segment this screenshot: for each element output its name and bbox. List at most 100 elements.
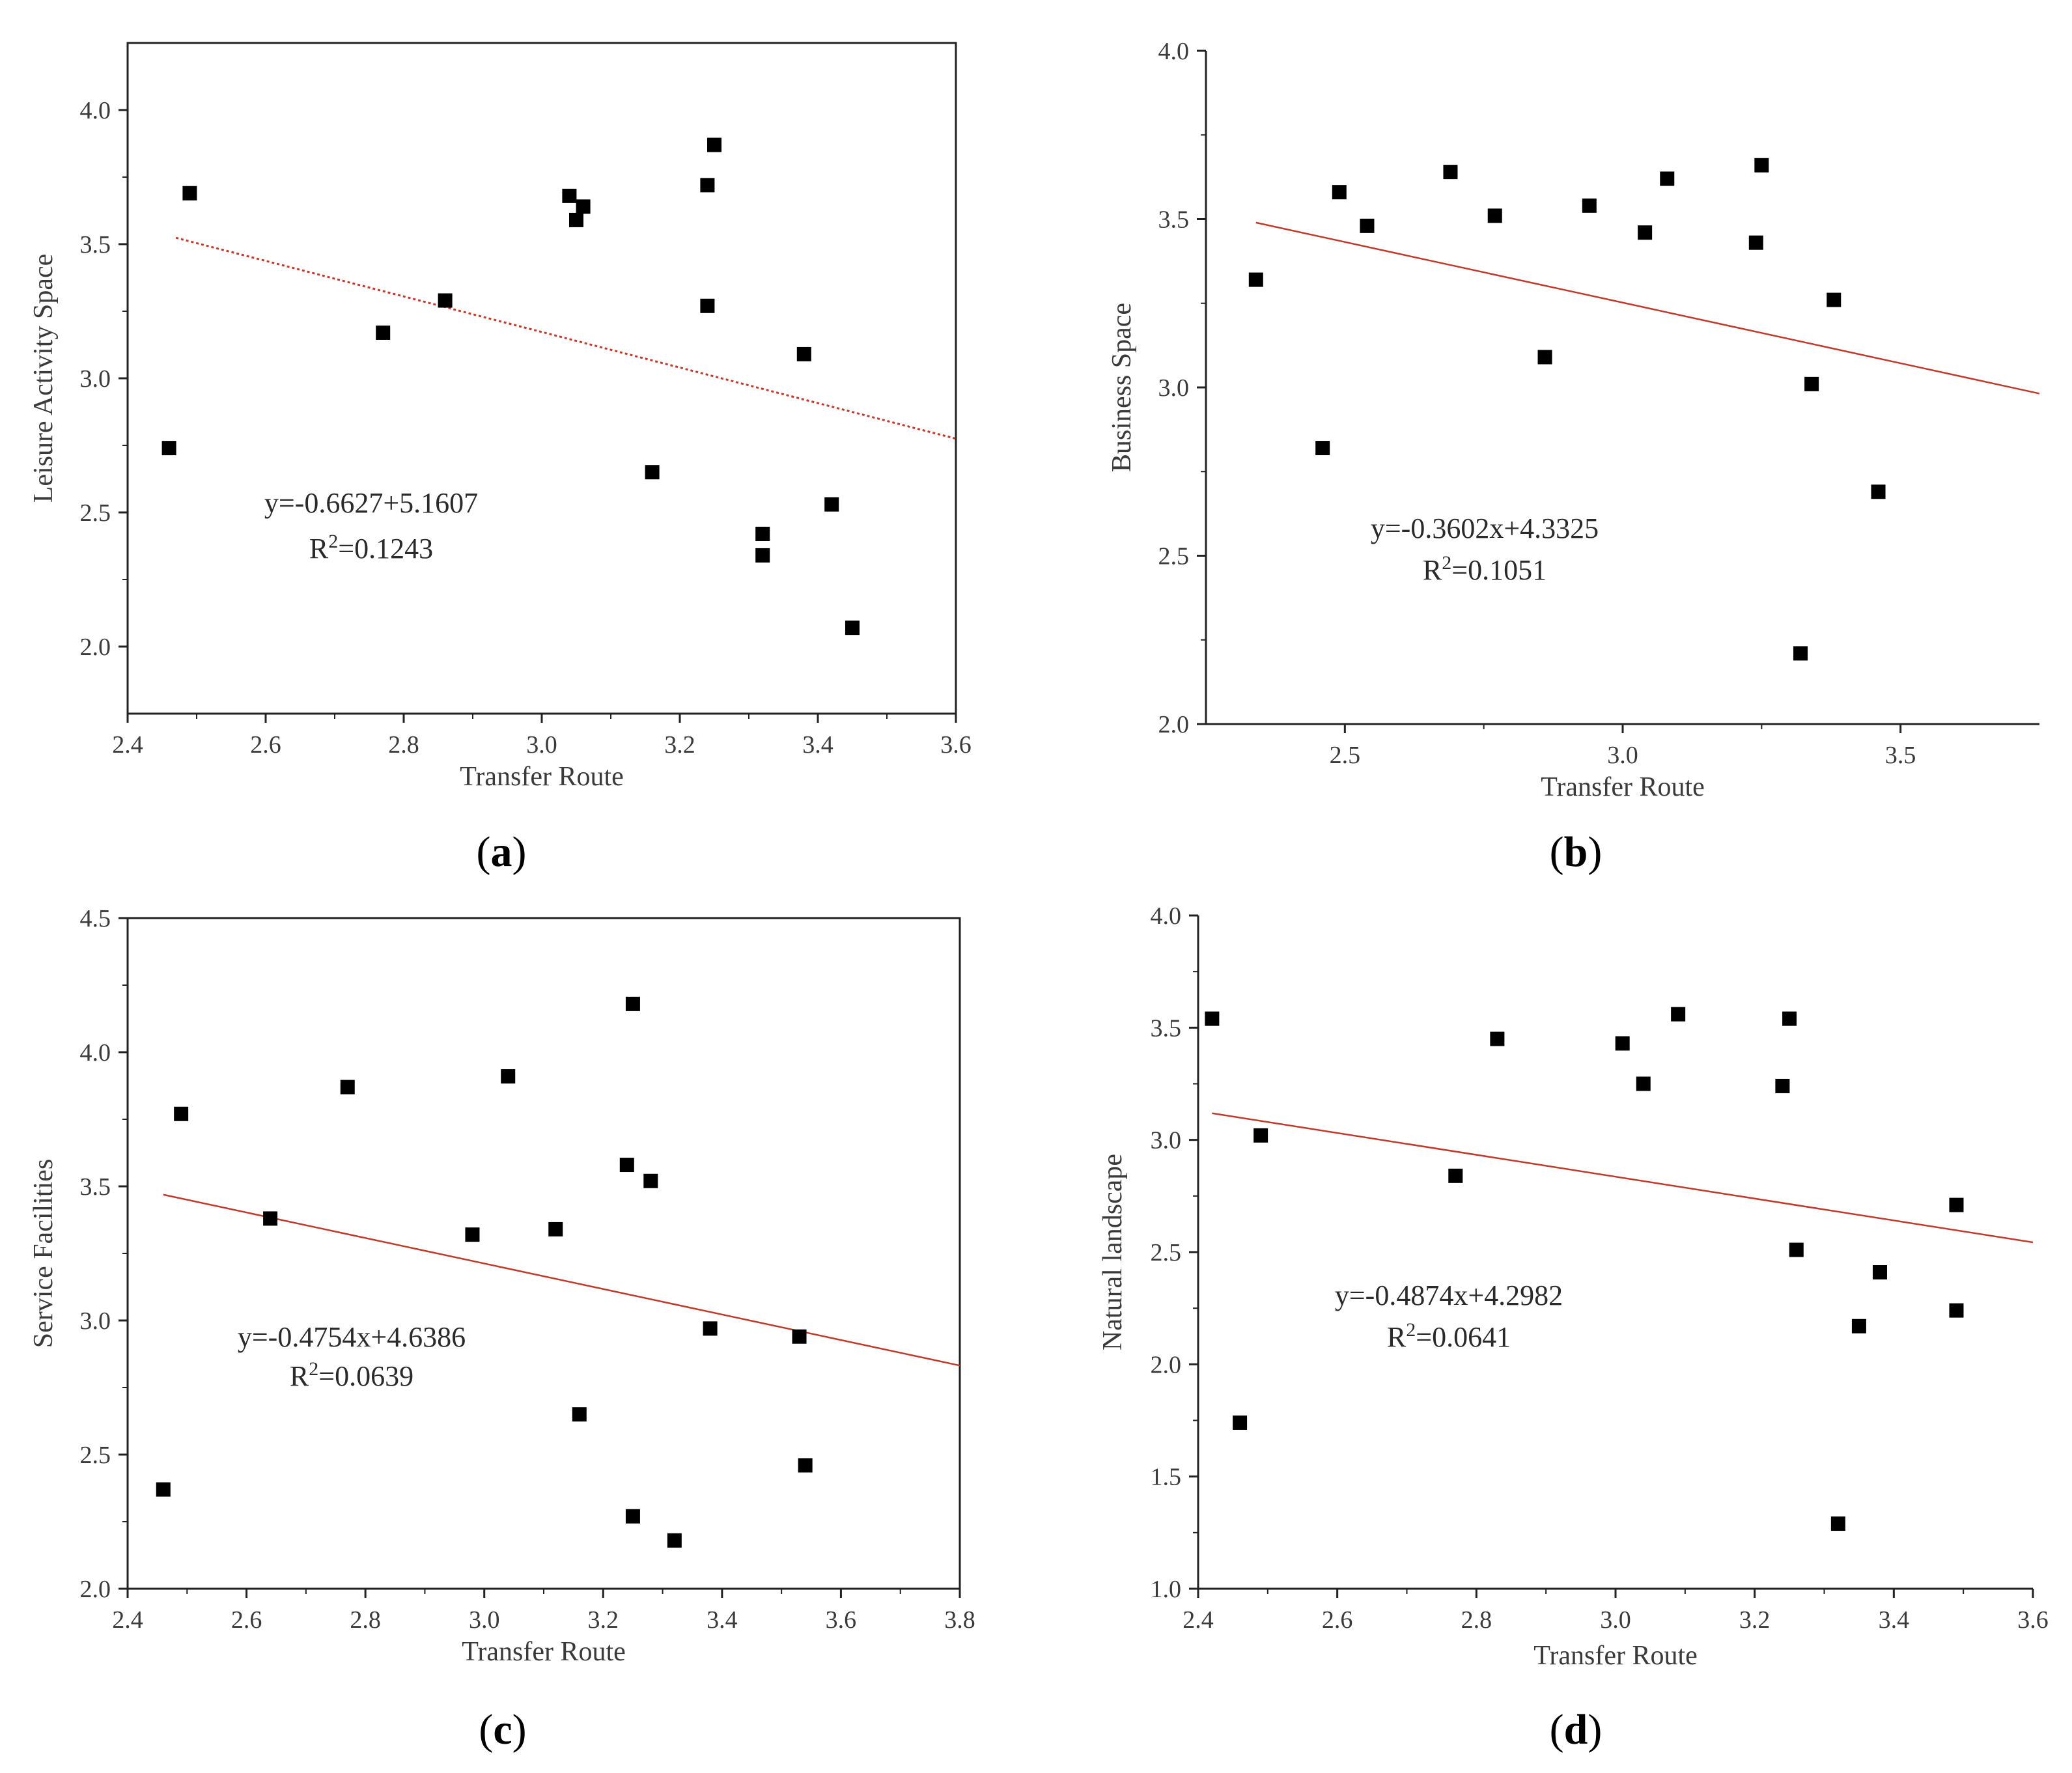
- data-point: [1872, 1265, 1887, 1280]
- data-point: [1315, 441, 1330, 456]
- data-point: [182, 186, 197, 201]
- y-tick-label: 2.0: [80, 1576, 111, 1603]
- x-tick-label: 2.6: [231, 1606, 262, 1634]
- r-squared-prefix: R: [290, 1360, 309, 1392]
- data-point: [1782, 1011, 1797, 1026]
- r-squared-value: =0.1051: [1451, 554, 1547, 586]
- regression-equation: y=-0.6627+5.1607: [264, 487, 478, 519]
- x-tick-label: 2.4: [112, 1606, 143, 1634]
- y-tick-label: 3.5: [1151, 1014, 1182, 1042]
- data-point: [1638, 225, 1653, 240]
- r-squared-value: =0.0639: [318, 1360, 413, 1392]
- y-tick-label: 4.0: [80, 1039, 111, 1067]
- r-squared: R2=0.0641: [1387, 1319, 1511, 1353]
- data-point: [501, 1069, 516, 1084]
- regression-line: [1255, 221, 2040, 395]
- data-point: [1615, 1036, 1630, 1051]
- data-point: [1775, 1078, 1790, 1093]
- data-point: [1253, 1128, 1268, 1143]
- x-tick-label: 3.4: [802, 731, 833, 759]
- y-axis-label: Business Space: [1107, 303, 1137, 472]
- x-tick-label: 3.6: [826, 1606, 857, 1634]
- x-tick-label: 2.5: [1330, 742, 1361, 769]
- x-tick-label: 2.4: [112, 731, 143, 759]
- data-point: [1233, 1415, 1248, 1430]
- data-point: [576, 199, 591, 214]
- data-point: [1804, 376, 1819, 391]
- data-point: [700, 178, 715, 193]
- regression-equation: y=-0.4874x+4.2982: [1335, 1279, 1563, 1311]
- r-squared-superscript: 2: [1406, 1319, 1416, 1341]
- plot-frame: [126, 917, 961, 1590]
- data-point: [796, 346, 811, 361]
- panel-label: (d): [1550, 1706, 1603, 1753]
- data-point: [700, 298, 715, 313]
- data-point: [438, 293, 453, 308]
- y-tick-label: 4.0: [80, 97, 111, 124]
- panel-label-open: (: [477, 828, 491, 876]
- x-tick-label: 3.2: [664, 731, 695, 759]
- r-squared-prefix: R: [1423, 554, 1442, 586]
- panel-label-close: ): [512, 1706, 527, 1753]
- y-tick-label: 3.0: [80, 365, 111, 393]
- panel-label-letter: b: [1564, 828, 1588, 876]
- y-tick-label: 1.0: [1151, 1576, 1182, 1603]
- y-tick-label: 2.5: [80, 1442, 111, 1469]
- data-point: [845, 621, 860, 635]
- y-tick-label: 2.0: [80, 634, 111, 661]
- x-tick-label: 2.8: [1461, 1606, 1492, 1634]
- x-tick-label: 3.4: [1879, 1606, 1910, 1634]
- data-point: [340, 1080, 355, 1095]
- data-point: [1360, 218, 1375, 233]
- x-axis-label: Transfer Route: [460, 762, 624, 792]
- r-squared-value: =0.1243: [338, 533, 433, 565]
- y-tick-label: 3.5: [80, 231, 111, 258]
- data-point: [1248, 272, 1263, 287]
- data-point: [1448, 1168, 1463, 1183]
- data-point: [643, 1173, 658, 1188]
- data-point: [569, 212, 583, 227]
- x-tick-label: 2.6: [1322, 1606, 1353, 1634]
- data-point: [792, 1329, 807, 1344]
- data-point: [174, 1106, 189, 1121]
- data-point: [1851, 1319, 1866, 1333]
- data-point: [1332, 185, 1347, 200]
- panel-d: 1.0 1.5 2.0 2.5 3.0 3.5 4.0 2.4 2.6 2.8 3.0 3.2 3.4 3…: [1098, 902, 2049, 1753]
- data-point: [1487, 208, 1502, 223]
- y-tick-label: 3.0: [1158, 374, 1190, 402]
- data-point: [1827, 292, 1841, 307]
- r-squared-prefix: R: [309, 533, 329, 565]
- data-point: [755, 548, 770, 563]
- y-axis-label: Service Facilities: [29, 1159, 59, 1348]
- y-tick-label: 4.0: [1158, 38, 1190, 65]
- data-point: [625, 1509, 640, 1524]
- regression-line: [1212, 1112, 2034, 1244]
- data-point: [625, 996, 640, 1011]
- r-squared: R2=0.0639: [290, 1358, 413, 1392]
- panel-label: (b): [1550, 828, 1603, 876]
- data-point: [1443, 165, 1458, 180]
- x-tick-label: 3.0: [526, 731, 557, 759]
- data-point: [465, 1227, 480, 1242]
- panel-b: 2.0 2.5 3.0 3.5 4.0 2.5 3.0 3.5 Transfer Route Bu…: [1107, 38, 2040, 876]
- data-point: [703, 1321, 718, 1336]
- y-tick-label: 2.5: [1151, 1239, 1182, 1266]
- panel-label-close: ): [1588, 1706, 1602, 1753]
- panel-label: (c): [479, 1706, 526, 1753]
- data-point: [707, 137, 721, 152]
- regression-equation: y=-0.4754x+4.6386: [238, 1321, 466, 1353]
- x-tick-label: 3.2: [588, 1606, 619, 1634]
- x-tick-label: 2.8: [388, 731, 419, 759]
- panel-label-letter: d: [1564, 1706, 1588, 1753]
- r-squared-value: =0.0641: [1416, 1321, 1511, 1353]
- y-axis-label: Leisure Activity Space: [29, 254, 59, 503]
- x-tick-label: 2.8: [350, 1606, 381, 1634]
- y-tick-label: 3.5: [1158, 206, 1190, 234]
- r-squared-superscript: 2: [309, 1358, 318, 1380]
- r-squared-prefix: R: [1387, 1321, 1407, 1353]
- data-point: [1793, 646, 1808, 661]
- panel-label-letter: c: [493, 1706, 512, 1753]
- x-tick-label: 3.6: [940, 731, 972, 759]
- y-tick-label: 2.0: [1158, 711, 1190, 738]
